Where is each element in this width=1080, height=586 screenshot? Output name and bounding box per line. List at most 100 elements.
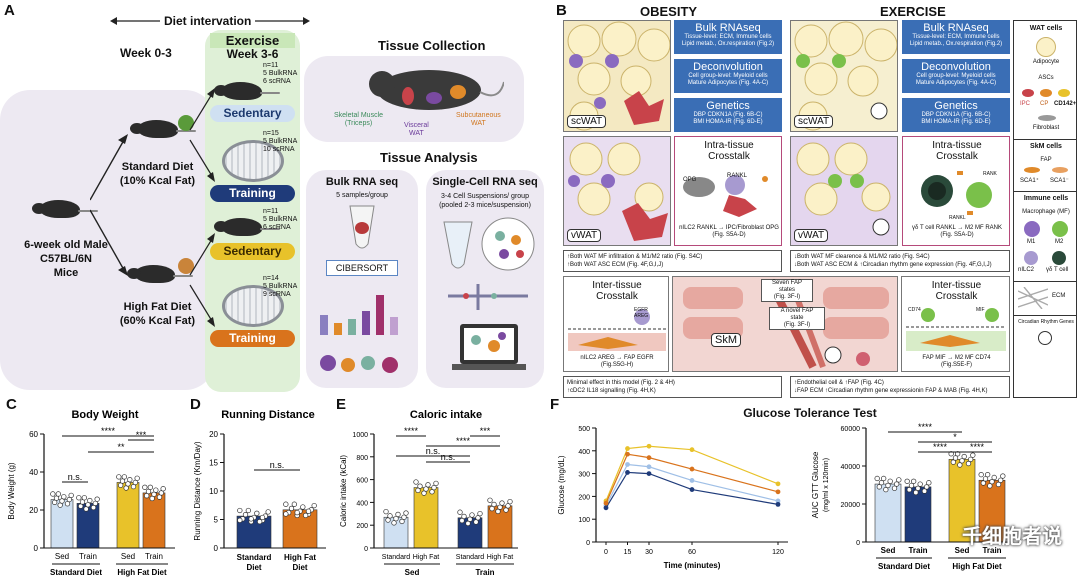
obesity-deconvolution-box: Deconvolution Cell group-level: Myeloid c… (674, 59, 782, 93)
data-point (507, 498, 513, 505)
data-point (259, 514, 266, 521)
x-group-label: Sed (405, 568, 420, 577)
crosstalk-illustration (921, 171, 992, 215)
series-point (775, 501, 781, 507)
data-point (475, 515, 481, 521)
exercise-deconvolution-box: Deconvolution Cell group-level: Myeloid c… (902, 59, 1010, 93)
data-point (503, 507, 509, 513)
data-point (417, 483, 423, 489)
running-distance-chart: Running Distance Running Distance (Km/Day… (193, 409, 326, 572)
exercise-bulk-box: Bulk RNAseq Tissue-level: ECM, Immune cel… (902, 20, 1010, 54)
caloric-intake-chart: Caloric intake Caloric intake (kCal) 0 200 4… (339, 409, 518, 577)
data-point (995, 481, 1002, 488)
data-point (431, 484, 437, 491)
group-4-counts: n=14 5 BulkRNA 9 scRNA (263, 275, 298, 298)
significance-label: **** (404, 426, 419, 436)
legend-circadian: Circadian Rhythm Genes (1018, 319, 1074, 325)
x-group-label: Train (475, 568, 494, 577)
data-point (457, 509, 463, 515)
obesity-inter-caption: nILC2 AREG → FAP EGFR (Fig.S5G-H) (580, 355, 654, 368)
series-point (625, 451, 630, 457)
data-point (921, 488, 928, 494)
y-tick-label: 200 (578, 494, 590, 501)
data-point (415, 487, 421, 494)
data-point (459, 517, 465, 524)
x-tick-label: Standard (382, 554, 411, 561)
series-point (625, 446, 630, 451)
y-tick-label: 500 (578, 426, 590, 433)
data-point (423, 486, 429, 492)
data-point (254, 510, 260, 516)
exercise-inter-caption: FAP MIF → M2 MF CD74 (Fig.S5E-F) (922, 355, 991, 368)
data-point (952, 455, 959, 461)
y-tick-label: 1000 (352, 432, 368, 439)
crosstalk-illustration (906, 308, 1006, 351)
significance-label: **** (918, 422, 933, 432)
x-tick-label: 120 (772, 549, 784, 556)
bar (413, 487, 439, 549)
data-point (968, 456, 974, 462)
group-2-label: Training (210, 185, 295, 202)
data-point (160, 486, 166, 492)
egfr-label: EGFR (634, 307, 648, 313)
data-point (237, 507, 243, 514)
data-point (878, 480, 885, 486)
data-point (288, 505, 295, 512)
y-tick-label: 20 (29, 506, 38, 515)
data-point (127, 476, 133, 483)
rank-label: RANK (983, 171, 997, 177)
data-point (887, 478, 893, 484)
data-point (429, 489, 435, 495)
data-point (959, 458, 965, 464)
m2-icon (1052, 221, 1068, 237)
week-3-6-label: Week 3-6 (226, 47, 279, 61)
data-point (883, 486, 889, 493)
deconvolution-icon (320, 295, 398, 373)
obesity-title: OBESITY (640, 4, 698, 19)
x-tick-label: 0 (604, 549, 608, 556)
gtt-title: Glucose Tolerance Test (743, 406, 877, 420)
panel-a-background: Diet intervation Week 0-3 Exercise Week … (0, 0, 548, 392)
intra-crosstalk-title: Intra-tissue Crosstalk (704, 140, 754, 162)
series-point (625, 462, 630, 467)
chart-title: Caloric intake (410, 409, 482, 421)
data-point (467, 516, 473, 522)
legend-sca1-pos: SCA1⁺ (1020, 178, 1039, 184)
data-point (385, 517, 391, 523)
legend-cp: CP (1040, 101, 1049, 107)
tissue-collection-title: Tissue Collection (378, 38, 486, 53)
data-point (425, 482, 431, 488)
x-axis-label: Time (minutes) (664, 561, 721, 570)
y-tick-label: 400 (356, 500, 368, 507)
data-point (957, 462, 963, 468)
significance-label: n.s. (441, 452, 456, 462)
series-point (646, 443, 652, 449)
data-point (985, 472, 991, 478)
data-point (387, 513, 393, 519)
data-point (915, 485, 921, 491)
data-point (237, 517, 243, 523)
cell-legend: WAT cells Adipocyte ASCs IPC CP CD142+ F… (1013, 20, 1077, 398)
watermark-text: 千细胞者说 (962, 526, 1062, 548)
y-axis-label: Running Distance (Km/Day) (193, 441, 202, 540)
gtt-line-chart: Glucose (mg/dL) 0 100 200 300 400 500 0 15 30 60 12… (557, 426, 788, 570)
inter-crosstalk-title: Inter-tissue Crosstalk (592, 280, 642, 302)
skm-label: SkM (711, 333, 741, 347)
data-point (491, 501, 497, 508)
data-point (497, 504, 503, 510)
bulk-rnaseq-title: Bulk RNA seq (325, 176, 399, 188)
m1-icon (1024, 221, 1040, 237)
areg-label: AREG (634, 313, 649, 319)
series-point (689, 447, 695, 453)
bar (116, 482, 140, 549)
data-point (242, 512, 249, 518)
panel-label-c: C (6, 396, 17, 413)
legend-sca1-neg: SCA1⁻ (1050, 178, 1069, 184)
legend-skm-title: SkM cells (1030, 143, 1062, 150)
y-tick-label: 5 (214, 516, 219, 525)
exercise-title: EXERCISE (880, 4, 946, 19)
tissue-analysis-title: Tissue Analysis (380, 150, 478, 165)
data-point (908, 482, 915, 489)
data-point (924, 484, 930, 490)
single-cell-box: Single-Cell RNA seq 3-4 Cell Suspensions… (426, 170, 544, 388)
